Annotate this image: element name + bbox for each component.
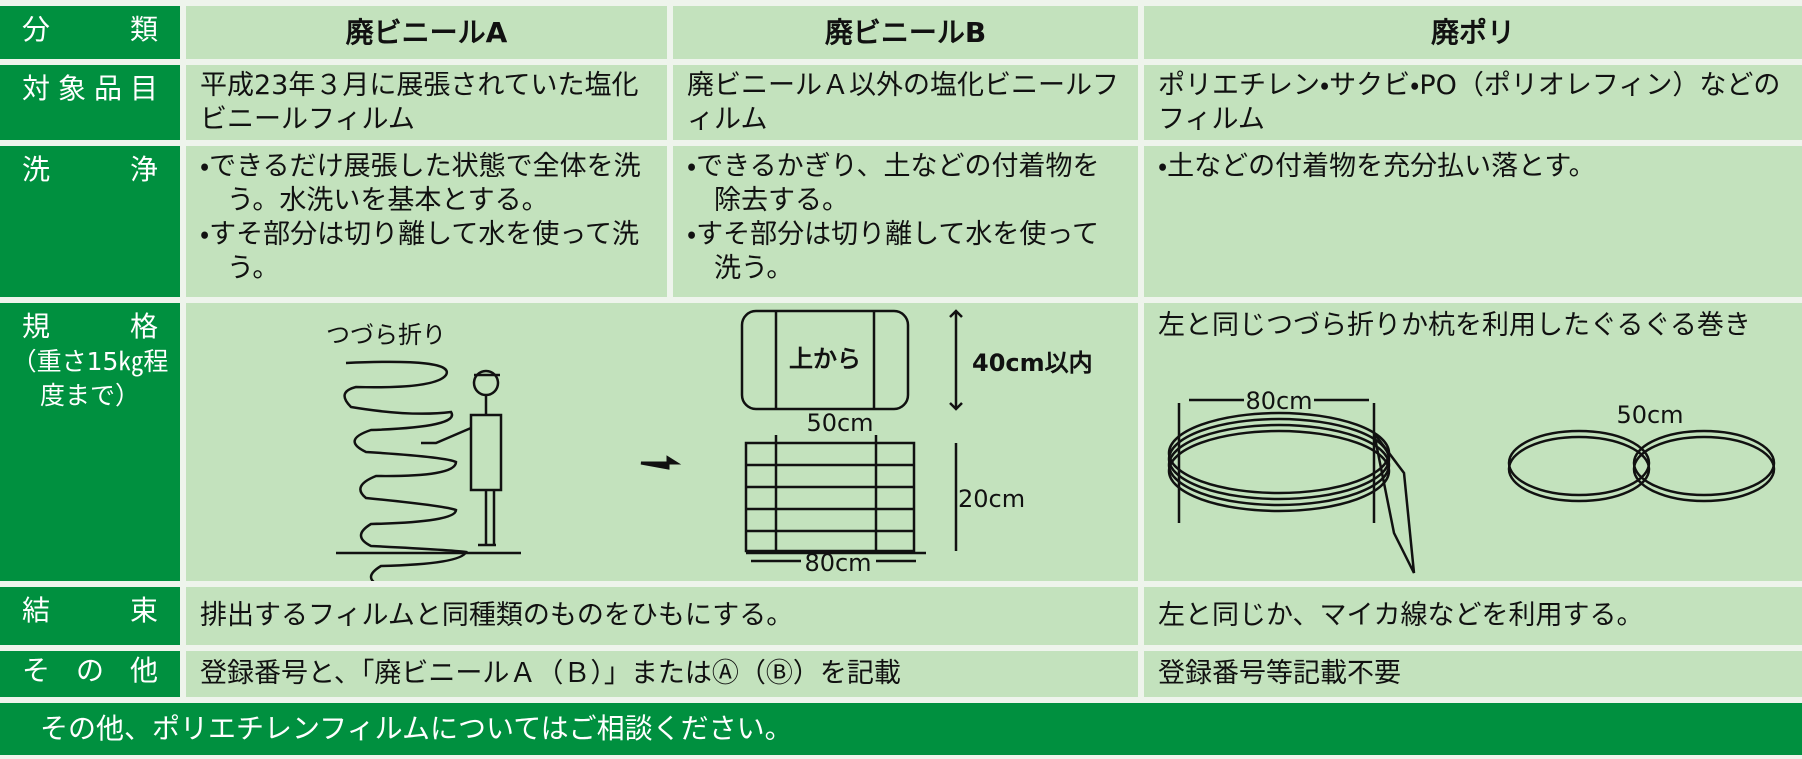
figure-label: 80cm [1245,387,1312,415]
figure-label: 20cm [958,485,1025,513]
figure: つづら折り 上から 40cm以内 50cm 20cm 80cm [326,309,1093,592]
label-cell: 規格 （重さ15㎏程度まで） [0,303,180,581]
label: 洗浄 [22,153,158,186]
label: その他 [22,654,158,687]
fold-sketch [343,360,472,592]
cell: ・できるだけ展張した状態で全体を洗う。水洗いを基本とする。 ・すそ部分は切り離して… [186,146,667,297]
cell: 平成23年３月に展張されていた塩化ビニールフィルム [186,65,667,140]
cell: ポリエチレン・サクビ・PO（ポリオレフィン）などのフィルム [1144,65,1802,140]
item: ・土などの付着物を充分払い落とす。 [1158,151,1596,182]
cell-text: 左と同じつづら折りか杭を利用したぐるぐる巻き [1158,310,1751,341]
figure-cell: つづら折り 上から 40cm以内 50cm 20cm 80cm [186,303,1138,592]
label: 対象品目 [22,72,158,105]
header-cell: 廃ポリ [1144,6,1802,59]
box [740,309,910,411]
figure: 80cm 50cm [1167,387,1776,574]
cell: ・土などの付着物を充分払い落とす。 [1144,146,1802,297]
label-cell: 洗浄 [0,146,180,297]
figure-label: 50cm [806,409,873,437]
item: ・すそ部分は切り離して水を使って洗う。 [687,219,1100,284]
item: ・すそ部分は切り離して水を使って洗う。 [200,219,640,284]
cell: 左と同じか、マイカ線などを利用する。 [1144,587,1802,645]
label-cell: 分類 [0,6,180,59]
label: 結束 [22,594,158,627]
item: ・できるかぎり、土などの付着物を除去する。 [687,151,1100,216]
label: 分類 [22,13,158,46]
bundle [744,435,958,553]
person [421,373,503,547]
footer: その他、ポリエチレンフィルムについてはご相談ください。 [0,703,1802,755]
cell: 登録番号等記載不要 [1144,651,1802,697]
label-cell: その他 [0,651,180,697]
header-cell: 廃ビニールA [186,6,667,59]
arrow [640,455,682,470]
label-cell: 結束 [0,587,180,645]
label-note: （重さ15㎏程度まで） [11,347,169,410]
label-cell: 対象品目 [0,65,180,140]
item: ・できるだけ展張した状態で全体を洗う。水洗いを基本とする。 [200,151,641,216]
coil-left [1167,403,1416,574]
figure-label: 80cm [804,549,871,577]
figure-cell: 左と同じつづら折りか杭を利用したぐるぐる巻き 80cm 50cm [1144,303,1802,581]
figure-label: つづら折り [326,321,446,349]
coil-right [1507,429,1776,503]
cell: 排出するフィルムと同種類のものをひもにする。 [186,587,1138,645]
cell: 登録番号と、「廃ビニールＡ（Ｂ）」またはⒶ（Ⓑ）を記載 [186,651,1138,697]
cell: ・できるかぎり、土などの付着物を除去する。 ・すそ部分は切り離して水を使って洗う。 [673,146,1138,297]
figure-label: 40cm以内 [972,349,1093,377]
figure-label: 50cm [1616,401,1683,429]
cell: 廃ビニールＡ以外の塩化ビニールフィルム [673,65,1138,140]
header-cell: 廃ビニールB [673,6,1138,59]
box-lines [774,309,963,411]
label: 規格 [22,310,158,343]
figure-label: 上から [789,345,861,373]
